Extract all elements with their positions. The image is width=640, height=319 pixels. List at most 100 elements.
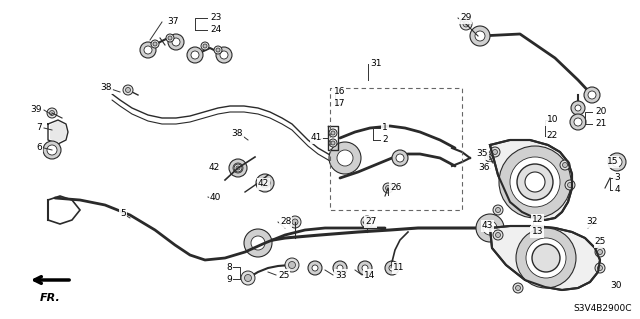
Circle shape: [358, 261, 372, 275]
Text: 30: 30: [611, 280, 622, 290]
Circle shape: [47, 108, 57, 118]
Circle shape: [574, 118, 582, 126]
Text: 43: 43: [482, 221, 493, 231]
Circle shape: [263, 181, 267, 185]
Circle shape: [292, 219, 298, 225]
Circle shape: [337, 150, 353, 166]
Text: 9: 9: [227, 275, 232, 284]
Text: FR.: FR.: [40, 293, 60, 303]
Circle shape: [312, 265, 318, 271]
Circle shape: [563, 162, 568, 167]
Text: 13: 13: [531, 227, 543, 236]
Circle shape: [187, 47, 203, 63]
Circle shape: [241, 271, 255, 285]
Text: 22: 22: [547, 131, 558, 140]
Circle shape: [525, 172, 545, 192]
Polygon shape: [50, 121, 67, 142]
Circle shape: [260, 178, 270, 188]
Circle shape: [329, 129, 337, 137]
Circle shape: [285, 258, 299, 272]
Circle shape: [216, 47, 232, 63]
Circle shape: [244, 275, 252, 281]
Circle shape: [361, 216, 373, 228]
Bar: [330, 88, 462, 210]
Circle shape: [244, 229, 272, 257]
Circle shape: [233, 163, 243, 173]
Circle shape: [333, 261, 347, 275]
Circle shape: [125, 87, 131, 93]
Circle shape: [331, 141, 335, 145]
Text: 27: 27: [365, 218, 376, 226]
Text: 21: 21: [595, 120, 606, 129]
Circle shape: [499, 146, 571, 218]
Circle shape: [565, 180, 575, 190]
Circle shape: [470, 26, 490, 46]
Circle shape: [220, 51, 228, 59]
Circle shape: [166, 34, 174, 42]
Circle shape: [483, 221, 497, 235]
Circle shape: [608, 153, 626, 171]
Circle shape: [510, 157, 560, 207]
Circle shape: [191, 51, 199, 59]
Text: 39: 39: [31, 106, 42, 115]
Circle shape: [49, 110, 54, 115]
Circle shape: [485, 152, 495, 162]
Circle shape: [47, 145, 57, 155]
Circle shape: [584, 87, 600, 103]
Text: 41: 41: [310, 133, 322, 143]
Text: 35: 35: [477, 150, 488, 159]
Circle shape: [329, 142, 361, 174]
Circle shape: [517, 164, 553, 200]
Circle shape: [236, 166, 240, 170]
Text: 10: 10: [547, 115, 558, 124]
Circle shape: [532, 244, 560, 272]
Circle shape: [385, 186, 390, 190]
Text: 14: 14: [364, 271, 376, 279]
Text: 15: 15: [607, 158, 618, 167]
Circle shape: [43, 141, 61, 159]
Circle shape: [168, 34, 184, 50]
Circle shape: [575, 105, 581, 111]
Circle shape: [526, 238, 566, 278]
Text: 8: 8: [227, 263, 232, 271]
Circle shape: [214, 46, 222, 54]
Circle shape: [256, 174, 274, 192]
Text: 12: 12: [532, 216, 543, 225]
Text: 5: 5: [120, 209, 125, 218]
Circle shape: [364, 219, 370, 225]
Text: 24: 24: [210, 26, 221, 34]
Circle shape: [476, 214, 504, 242]
Text: 28: 28: [280, 218, 291, 226]
Circle shape: [389, 265, 395, 271]
Text: 7: 7: [36, 123, 42, 132]
Circle shape: [153, 42, 157, 46]
Text: 1: 1: [382, 123, 388, 132]
Circle shape: [329, 139, 337, 147]
Text: 20: 20: [595, 108, 606, 116]
Circle shape: [229, 159, 247, 177]
Circle shape: [598, 265, 602, 271]
Circle shape: [144, 46, 152, 54]
Circle shape: [383, 183, 393, 193]
Circle shape: [289, 262, 296, 269]
Text: 37: 37: [167, 18, 179, 26]
Circle shape: [123, 85, 133, 95]
Circle shape: [140, 42, 156, 58]
Circle shape: [362, 265, 368, 271]
Circle shape: [595, 247, 605, 257]
Text: 38: 38: [232, 130, 243, 138]
Circle shape: [475, 31, 485, 41]
Circle shape: [493, 205, 503, 215]
Text: 33: 33: [335, 271, 346, 279]
Text: 3: 3: [614, 174, 620, 182]
Text: 31: 31: [370, 60, 381, 69]
Circle shape: [516, 228, 576, 288]
Circle shape: [216, 48, 220, 52]
Circle shape: [385, 261, 399, 275]
Text: 26: 26: [390, 183, 401, 192]
Circle shape: [201, 42, 209, 50]
Text: 25: 25: [278, 271, 289, 279]
Circle shape: [568, 182, 573, 188]
Text: 42: 42: [258, 180, 269, 189]
Circle shape: [570, 114, 586, 130]
